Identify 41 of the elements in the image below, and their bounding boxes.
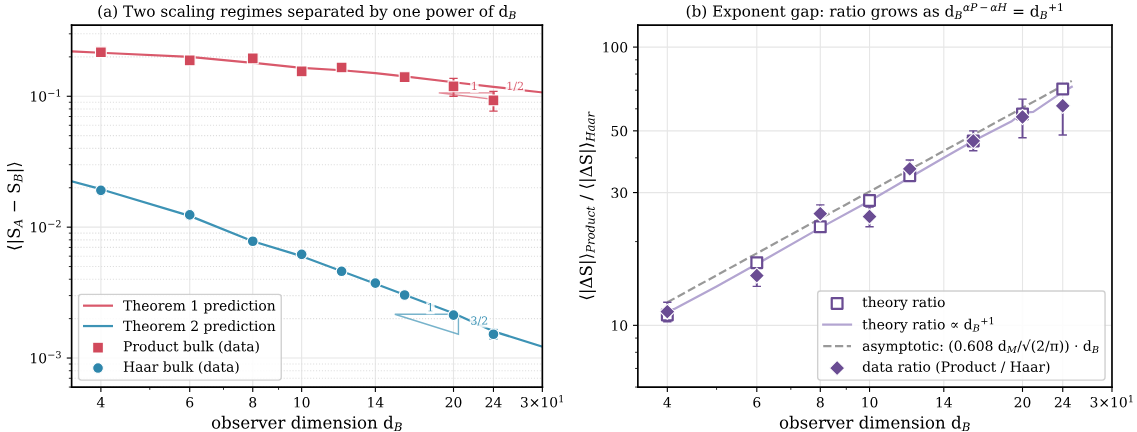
x-axis-title: observer dimension d$_{B}$ xyxy=(211,415,402,432)
y-axis-title: ⟨|S$_{A}$ − S$_{B}$|⟩ xyxy=(7,162,24,250)
x-tick-label: 24 xyxy=(1054,397,1071,408)
x-tick-label: 20 xyxy=(1014,397,1031,408)
x-tick-label: 8 xyxy=(249,397,257,408)
y-tick-label: 10$^{−3}$ xyxy=(31,350,61,364)
annotation: 1 xyxy=(428,303,433,312)
annotation: 1 xyxy=(472,81,477,90)
x-axis-title: observer dimension d$_{B}$ xyxy=(779,415,970,432)
legend-label: theory ratio ∝ d$_{B}$$^{+1}$ xyxy=(862,317,994,333)
x-tick-label: 6 xyxy=(186,397,194,408)
y-tick-label: 30 xyxy=(611,187,628,199)
x-tick-label: 20 xyxy=(445,397,462,408)
x-tick-label: 14 xyxy=(936,397,952,408)
legend-label: Product bulk (data) xyxy=(123,340,259,354)
y-tick-label: 10$^{−2}$ xyxy=(31,220,61,233)
chart-title: (a) Two scaling regimes separated by one power of d$_{B}$ xyxy=(98,5,516,21)
x-tick-label: 3×10$^{1}$ xyxy=(1090,394,1133,408)
legend-label: asymptotic: (0.608 d$_{M}$/√(2/π)) · d$_{B}$ xyxy=(862,339,1099,354)
annotation: 3/2 xyxy=(471,316,488,326)
legend-label: Theorem 1 prediction xyxy=(123,299,276,314)
legend-label: theory ratio xyxy=(862,296,945,311)
y-tick-label: 50 xyxy=(611,125,628,137)
x-tick-label: 4 xyxy=(663,397,672,408)
chart-title: (b) Exponent gap: ratio grows as d$_{B}$$^{αP−αH}$ = d$_{B}$$^{+1}$ xyxy=(686,3,1063,21)
x-tick-label: 6 xyxy=(753,397,761,408)
x-tick-label: 8 xyxy=(816,397,824,408)
x-tick-label: 14 xyxy=(368,397,384,408)
x-tick-label: 10 xyxy=(862,397,878,408)
x-tick-label: 10 xyxy=(294,397,310,408)
x-tick-label: 4 xyxy=(96,397,105,408)
y-tick-label: 10 xyxy=(612,320,628,331)
x-tick-label: 3×10$^{1}$ xyxy=(520,394,563,408)
legend-label: Theorem 2 prediction xyxy=(123,320,276,334)
y-tick-label: 10$^{−1}$ xyxy=(31,89,61,102)
y-tick-label: 100 xyxy=(603,42,628,53)
x-tick-label: 24 xyxy=(485,397,502,408)
annotation: 1/2 xyxy=(507,81,524,91)
y-axis-title: ⟨|ΔS|⟩$_{Product}$ / ⟨|ΔS|⟩$_{Haar}$ xyxy=(579,111,596,300)
legend-label: data ratio (Product / Haar) xyxy=(862,361,1050,374)
legend-label: Haar bulk (data) xyxy=(123,361,239,374)
